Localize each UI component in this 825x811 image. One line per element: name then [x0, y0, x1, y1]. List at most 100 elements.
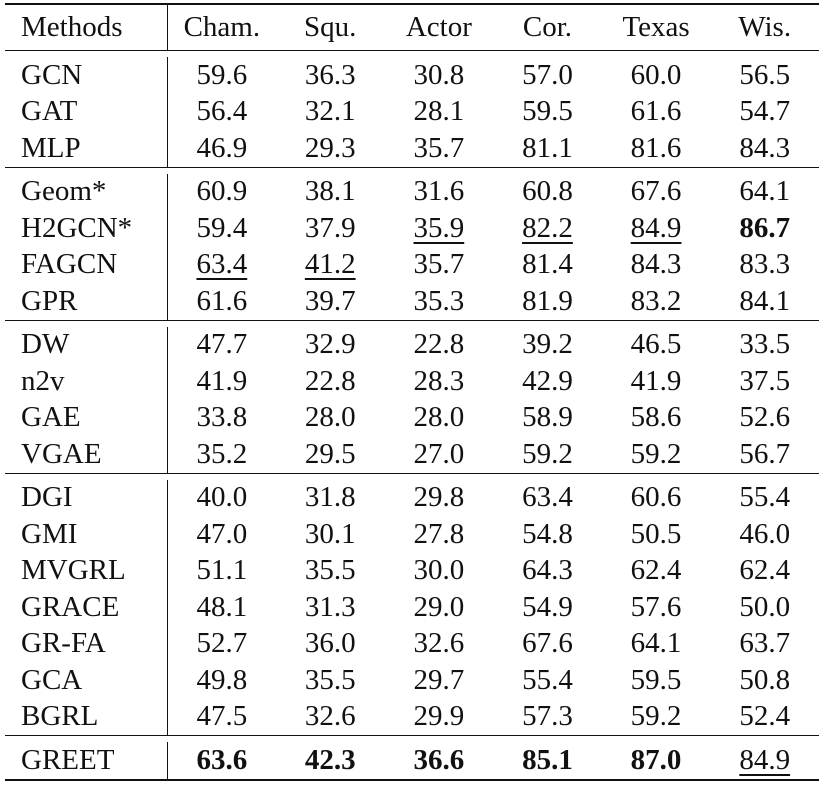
separator-cell — [167, 735, 276, 742]
separator-cell — [710, 166, 819, 174]
separator-cell — [601, 735, 711, 742]
score-value: 59.5 — [522, 95, 573, 128]
separator-cell — [384, 735, 494, 742]
score-value: 54.9 — [522, 590, 573, 623]
score-cell: 46.5 — [602, 327, 711, 364]
column-header: Cham. — [167, 3, 276, 51]
score-value: 63.7 — [739, 627, 791, 660]
score-value: 22.8 — [304, 364, 356, 397]
separator-cell — [493, 735, 602, 742]
score-cell: 81.4 — [493, 247, 602, 284]
score-value: 56.5 — [739, 58, 791, 91]
method-name: GR-FA — [5, 625, 168, 662]
method-name: GRACE — [5, 589, 168, 626]
score-value: 52.4 — [739, 700, 791, 733]
score-value: 82.2 — [522, 211, 573, 244]
method-name: MLP — [5, 130, 168, 167]
score-cell: 31.6 — [385, 174, 494, 211]
score-cell: 84.3 — [602, 247, 711, 284]
score-cell: 59.4 — [167, 210, 276, 247]
method-name: DGI — [5, 479, 168, 516]
separator-cell — [167, 50, 276, 57]
score-value: 47.0 — [196, 517, 248, 550]
group-separator — [5, 166, 819, 174]
score-value: 29.7 — [413, 663, 465, 696]
score-value: 54.8 — [522, 517, 573, 550]
column-header: Wis. — [710, 3, 819, 51]
score-value: 60.8 — [522, 175, 573, 208]
score-cell: 63.7 — [710, 626, 819, 663]
column-header-methods: Methods — [5, 3, 168, 51]
score-value: 51.1 — [196, 554, 248, 587]
score-value: 58.9 — [522, 401, 573, 434]
score-cell: 32.9 — [276, 327, 385, 364]
score-value: 62.4 — [739, 554, 791, 587]
score-value: 59.2 — [522, 437, 573, 470]
score-value: 81.6 — [630, 131, 682, 164]
score-cell: 42.9 — [493, 363, 602, 400]
score-cell: 28.0 — [276, 400, 385, 437]
table-row: H2GCN* 59.4 37.9 35.9 82.2 84.9 86.7 — [5, 210, 819, 247]
score-cell: 41.9 — [167, 363, 276, 400]
score-cell: 29.5 — [276, 436, 385, 473]
score-cell: 54.7 — [710, 94, 819, 131]
score-cell: 52.4 — [710, 699, 819, 736]
score-value: 37.5 — [739, 364, 791, 397]
score-value: 35.2 — [196, 437, 248, 470]
score-cell: 67.6 — [493, 626, 602, 663]
score-value: 58.6 — [630, 401, 682, 434]
score-cell: 27.0 — [385, 436, 494, 473]
score-cell: 35.7 — [385, 247, 494, 284]
score-cell: 58.9 — [493, 400, 602, 437]
score-cell: 46.0 — [710, 516, 819, 553]
score-cell: 29.7 — [385, 662, 494, 699]
score-value: 64.3 — [522, 554, 573, 587]
score-value: 57.0 — [522, 58, 573, 91]
score-cell: 36.6 — [384, 742, 494, 781]
score-value: 35.5 — [304, 554, 356, 587]
table-row: GMI 47.0 30.1 27.8 54.8 50.5 46.0 — [5, 516, 819, 553]
score-value: 36.6 — [413, 743, 465, 776]
score-cell: 81.1 — [493, 130, 602, 167]
score-value: 64.1 — [630, 627, 682, 660]
score-cell: 39.7 — [276, 283, 385, 320]
group-separator — [5, 735, 819, 742]
table-row: GRACE 48.1 31.3 29.0 54.9 57.6 50.0 — [5, 589, 819, 626]
score-value: 35.7 — [413, 248, 465, 281]
score-cell: 40.0 — [167, 480, 276, 517]
score-cell: 42.3 — [275, 742, 385, 781]
column-header: Cor. — [493, 3, 602, 51]
score-cell: 47.0 — [167, 516, 276, 553]
score-value: 41.9 — [196, 364, 248, 397]
score-value: 60.0 — [630, 58, 682, 91]
score-cell: 54.8 — [493, 516, 602, 553]
score-value: 62.4 — [630, 554, 682, 587]
score-value: 49.8 — [196, 663, 248, 696]
score-cell: 22.8 — [276, 363, 385, 400]
score-cell: 36.0 — [276, 626, 385, 663]
score-value: 59.5 — [630, 663, 682, 696]
score-value: 27.8 — [413, 517, 465, 550]
separator-cell — [710, 472, 819, 480]
score-cell: 63.6 — [167, 742, 276, 781]
score-cell: 32.6 — [276, 699, 385, 736]
method-name: GAE — [5, 399, 168, 436]
score-value: 87.0 — [630, 743, 682, 776]
score-cell: 50.8 — [710, 662, 819, 699]
header-row: Methods Cham. Squ. Actor Cor. Texas Wis. — [5, 3, 819, 51]
score-value: 33.8 — [196, 401, 248, 434]
score-cell: 59.2 — [602, 436, 711, 473]
score-value: 59.2 — [630, 700, 682, 733]
score-value: 32.6 — [304, 700, 356, 733]
table-row: GAT 56.4 32.1 28.1 59.5 61.6 54.7 — [5, 93, 819, 131]
score-value: 29.8 — [413, 481, 465, 514]
score-cell: 57.0 — [493, 57, 602, 94]
score-value: 81.4 — [522, 248, 573, 281]
score-value: 81.9 — [522, 284, 573, 317]
score-cell: 85.1 — [493, 742, 602, 781]
score-cell: 86.7 — [710, 210, 819, 247]
score-cell: 36.3 — [276, 57, 385, 94]
score-value: 29.3 — [304, 131, 356, 164]
score-value: 86.7 — [739, 211, 791, 244]
score-value: 29.5 — [304, 437, 356, 470]
